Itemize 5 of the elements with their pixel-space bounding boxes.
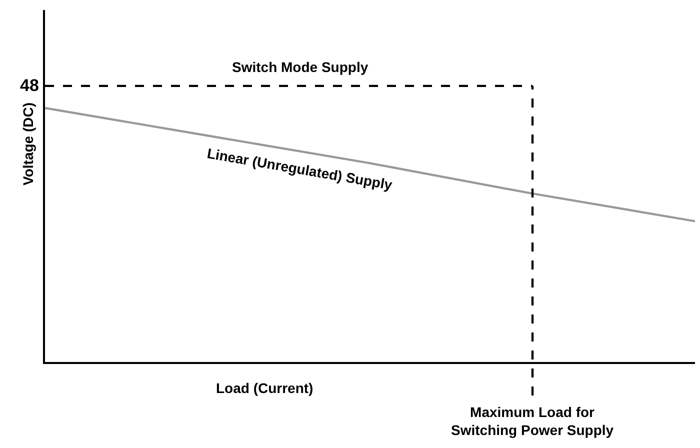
text: Maximum Load for Switching Power Supply [451,404,614,438]
series-label: Switch Mode Supply [232,59,368,75]
text: 48 [20,76,39,95]
y-axis-title: Voltage (DC) [20,102,36,186]
x-axis-title: Load (Current) [216,380,314,396]
